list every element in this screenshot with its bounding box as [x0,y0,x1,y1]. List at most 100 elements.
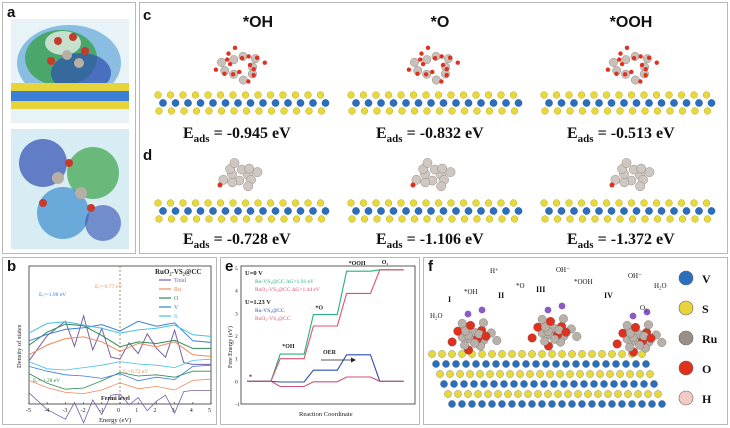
dos-series-down-v [28,364,212,382]
fe-ytick: 0 [235,379,238,385]
cluster-d-1 [217,158,263,192]
slab-c-3 [540,45,716,115]
fermi-label: Fermi level [101,396,130,402]
slab-c-2 [347,45,523,115]
dos-ylabel: Density of states [16,324,23,368]
dos-xtick: 2 [153,408,156,414]
dos-legend-total: Total [174,278,187,284]
fe-legend-top-1: Ru-VS₂@CC ΔG=1.91 eV [255,279,314,285]
sp-h2o-2: H₂O [654,282,667,290]
sp-oh: *OH [464,288,478,296]
eads-d-1: Eads = -0.728 eV [183,231,291,252]
cluster-d-2 [410,158,456,192]
fe-step-label: * [249,374,252,380]
sp-ohminus-1: OH⁻ [556,266,570,274]
free-energy-chart: **OH*O*OOH O₂ U=0 V Ru-VS₂@CC ΔG=1.91 eV … [227,260,416,418]
slab-c-1 [154,45,330,115]
adsorption-structures [154,45,716,223]
sp-o: *O [516,282,525,290]
dos-xtick: 1 [135,408,138,414]
fe-series-0 [247,269,404,382]
mechanism-schematic: I II III IV H₂O H⁺ *OH *O OH⁻ *OOH OH⁻ H… [428,266,718,408]
cluster-c-2 [406,45,460,85]
fe-ylabel: Free Energy (eV) [227,326,234,368]
fe-series-2 [247,354,404,383]
dos-series-down-s [28,358,212,371]
panel-e: e * *OH *O *OOH O₂ U=0 V Ru-VS₂@CC ΔG=1.91 e… [220,257,420,425]
fe-step-label: *OOH [349,261,366,267]
dos-legend-s: S [174,314,177,320]
fe-series-1 [247,269,404,382]
panel-label-a: a [7,4,16,21]
fe-oer-label: OER [323,350,337,356]
f-legend-swatch-s [678,300,694,316]
cluster-d-3 [609,158,655,192]
slab-d-3 [540,158,716,223]
fe-series-3 [247,376,404,388]
fe-legend-top-2: RuO₂-VS₂@CC ΔG=1.44 eV [255,287,320,293]
dos-annot-1: Eₑ=-1.98 eV [39,292,66,298]
dos-title: RuO₂-VS₂@CC [155,268,202,276]
dos-series-down-total [28,389,211,424]
panel-f: f I II III IV H₂O H⁺ *OH *O OH⁻ *OOH OH⁻… [423,257,728,425]
dos-legend-o: O [174,296,179,302]
f-cluster-3 [612,308,667,357]
dos-xlabel: Energy (eV) [99,417,131,424]
f-legend-v: V [702,272,711,286]
cluster-c-1 [213,45,267,85]
sp-o2: O₂ [640,304,648,312]
dos-legend-v: V [174,305,179,311]
fe-ytick: 2 [235,334,238,340]
fe-step-label: *OH [282,344,295,350]
dos-xtick: 3 [172,408,175,414]
step-ii: II [498,291,504,300]
sp-ooh: *OOH [574,278,593,286]
f-legend-h: H [702,392,712,406]
f-legend-ru: Ru [702,332,718,346]
f-cluster-1 [447,306,502,355]
dos-chart: RuO₂-VS₂@CC Total Ru OVS Eₑ=-1.98 eV Eₑ=-0… [16,265,212,424]
fe-step-label: *O [315,305,323,311]
fe-ytick: 4 [235,289,238,295]
panel-label-d: d [143,147,153,164]
panel-label-b: b [7,258,17,275]
panel-label-c: c [143,7,152,24]
step-i: I [448,295,451,304]
f-legend-s: S [702,302,709,316]
panel-label-f: f [428,258,433,275]
dos-xtick: -4 [44,408,49,414]
dos-xtick: 5 [208,408,211,414]
f-legend-swatch-o [678,360,694,376]
step-iii: III [536,285,545,294]
dos-annot-3: Eₑ=0.72 eV [123,369,148,375]
species-o: *O [430,14,450,31]
dos-xtick: -3 [62,408,67,414]
fe-ytick: -1 [235,402,240,408]
dos-legend-ru: Ru [174,287,181,293]
dos-legend: Total Ru OVS [159,278,187,320]
species-oh: *OH [242,14,274,31]
fe-legend-bot-2: RuO₂-VS₂@CC [255,316,291,322]
f-legend-swatch-v [678,270,694,286]
fe-legend-bot-1: Ru-VS₂@CC [255,308,285,314]
f-legend-swatch-ru [678,330,694,346]
dos-xtick: -1 [99,408,104,414]
panel-c-d: c d *OH *O *OOH Eads = -0.945 eV Eads = … [139,2,728,254]
fe-step-label: O₂ [382,260,389,266]
fe-ytick: 1 [235,357,238,363]
eads-c-3: Eads = -0.513 eV [567,125,675,146]
dos-xtick: 4 [190,408,193,414]
f-legend-swatch-h [678,390,694,406]
fe-ytick: 3 [235,311,238,317]
fe-u123-label: U=1.23 V [245,299,271,306]
slab-d-2 [347,158,523,223]
panel-a: a [2,2,136,254]
species-ooh: *OOH [609,14,653,31]
fe-xlabel: Reaction Coordinate [299,411,353,418]
dos-xtick: -2 [81,408,86,414]
slab-d-1 [154,158,330,223]
step-iv: IV [604,291,613,300]
cluster-c-3 [605,45,659,85]
dos-xtick: -5 [26,408,31,414]
eads-c-2: Eads = -0.832 eV [376,125,484,146]
